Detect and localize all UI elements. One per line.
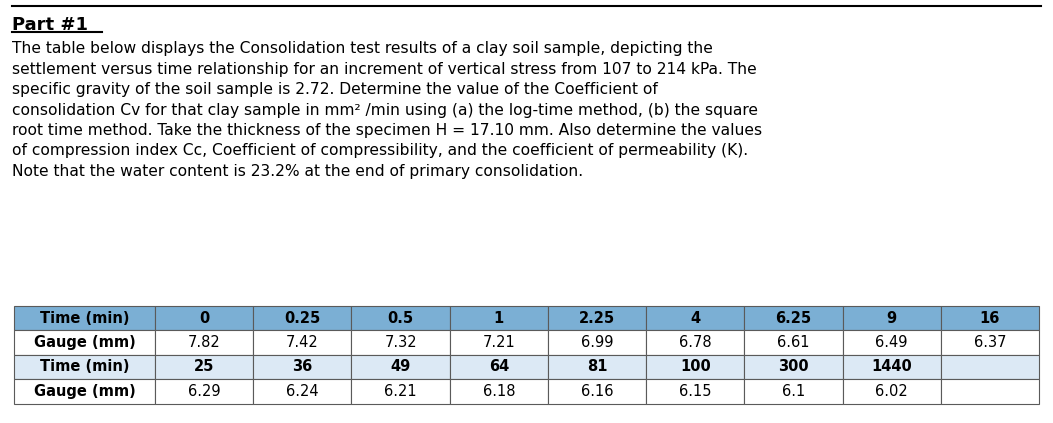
Bar bbox=[940, 330, 1039, 355]
Text: 7.21: 7.21 bbox=[482, 335, 515, 350]
Bar bbox=[842, 306, 940, 330]
Text: 25: 25 bbox=[194, 360, 215, 374]
Text: 4: 4 bbox=[690, 311, 700, 326]
Bar bbox=[450, 330, 548, 355]
Text: Gauge (mm): Gauge (mm) bbox=[34, 335, 136, 350]
Text: 0.25: 0.25 bbox=[284, 311, 320, 326]
Bar bbox=[842, 355, 940, 379]
Bar bbox=[450, 379, 548, 404]
Text: 6.24: 6.24 bbox=[286, 384, 319, 399]
Text: 6.02: 6.02 bbox=[875, 384, 908, 399]
Text: 6.15: 6.15 bbox=[679, 384, 712, 399]
Bar bbox=[842, 379, 940, 404]
Bar bbox=[940, 379, 1039, 404]
Bar bbox=[155, 306, 254, 330]
Bar bbox=[352, 330, 450, 355]
Bar bbox=[14, 379, 155, 404]
Bar bbox=[744, 306, 842, 330]
Text: 7.82: 7.82 bbox=[187, 335, 220, 350]
Bar bbox=[744, 330, 842, 355]
Text: 81: 81 bbox=[587, 360, 608, 374]
Bar bbox=[647, 379, 744, 404]
Bar bbox=[352, 306, 450, 330]
Bar bbox=[647, 355, 744, 379]
Text: 0: 0 bbox=[199, 311, 210, 326]
Bar bbox=[647, 330, 744, 355]
Text: 64: 64 bbox=[489, 360, 509, 374]
Bar bbox=[548, 355, 647, 379]
Bar bbox=[155, 330, 254, 355]
Bar bbox=[155, 355, 254, 379]
Text: 300: 300 bbox=[778, 360, 809, 374]
Bar bbox=[352, 355, 450, 379]
Bar bbox=[14, 355, 155, 379]
Bar bbox=[548, 379, 647, 404]
Text: 6.99: 6.99 bbox=[581, 335, 613, 350]
Text: 6.61: 6.61 bbox=[777, 335, 810, 350]
Text: 7.42: 7.42 bbox=[286, 335, 319, 350]
Text: 6.16: 6.16 bbox=[581, 384, 613, 399]
Text: The table below displays the Consolidation test results of a clay soil sample, d: The table below displays the Consolidati… bbox=[12, 41, 762, 179]
Text: 6.37: 6.37 bbox=[974, 335, 1007, 350]
Bar bbox=[254, 330, 352, 355]
Text: 2.25: 2.25 bbox=[579, 311, 615, 326]
Text: 6.25: 6.25 bbox=[775, 311, 812, 326]
Text: 6.1: 6.1 bbox=[781, 384, 806, 399]
Text: 49: 49 bbox=[391, 360, 411, 374]
Text: Part #1: Part #1 bbox=[12, 16, 87, 34]
Bar bbox=[14, 306, 155, 330]
Text: 36: 36 bbox=[293, 360, 313, 374]
Bar bbox=[842, 330, 940, 355]
Text: 6.78: 6.78 bbox=[679, 335, 712, 350]
Text: 0.5: 0.5 bbox=[388, 311, 414, 326]
Text: 9: 9 bbox=[887, 311, 897, 326]
Bar bbox=[940, 355, 1039, 379]
Bar bbox=[254, 306, 352, 330]
Text: Time (min): Time (min) bbox=[40, 360, 130, 374]
Bar bbox=[744, 355, 842, 379]
Bar bbox=[744, 379, 842, 404]
Bar bbox=[254, 379, 352, 404]
Bar bbox=[647, 306, 744, 330]
Text: 6.21: 6.21 bbox=[384, 384, 417, 399]
Text: 6.29: 6.29 bbox=[187, 384, 220, 399]
Bar bbox=[14, 330, 155, 355]
Bar bbox=[548, 306, 647, 330]
Text: Time (min): Time (min) bbox=[40, 311, 130, 326]
Bar bbox=[352, 379, 450, 404]
Text: 16: 16 bbox=[979, 311, 1000, 326]
Bar bbox=[450, 306, 548, 330]
Bar bbox=[940, 306, 1039, 330]
Bar bbox=[548, 330, 647, 355]
Bar bbox=[155, 379, 254, 404]
Text: Gauge (mm): Gauge (mm) bbox=[34, 384, 136, 399]
Text: 6.18: 6.18 bbox=[482, 384, 515, 399]
Text: 7.32: 7.32 bbox=[384, 335, 417, 350]
Text: 100: 100 bbox=[680, 360, 711, 374]
Text: 6.49: 6.49 bbox=[875, 335, 908, 350]
Text: 1: 1 bbox=[494, 311, 504, 326]
Bar bbox=[254, 355, 352, 379]
Bar bbox=[450, 355, 548, 379]
Text: 1440: 1440 bbox=[871, 360, 912, 374]
